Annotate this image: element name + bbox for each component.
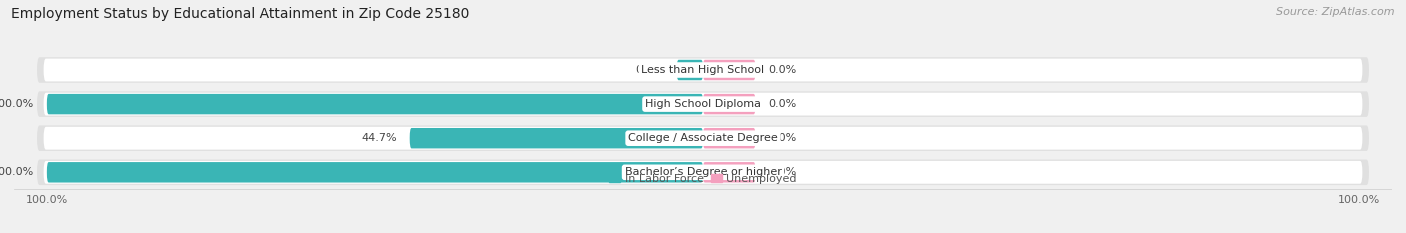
FancyBboxPatch shape [409,128,703,148]
FancyBboxPatch shape [703,162,755,182]
Text: 100.0%: 100.0% [0,99,34,109]
FancyBboxPatch shape [44,93,1362,116]
FancyBboxPatch shape [37,160,1369,185]
Text: 0.0%: 0.0% [769,65,797,75]
Text: 100.0%: 100.0% [0,167,34,177]
Text: 44.7%: 44.7% [361,133,396,143]
Text: Source: ZipAtlas.com: Source: ZipAtlas.com [1277,7,1395,17]
Text: 0.0%: 0.0% [636,65,664,75]
FancyBboxPatch shape [44,127,1362,150]
FancyBboxPatch shape [37,57,1369,83]
Text: Employment Status by Educational Attainment in Zip Code 25180: Employment Status by Educational Attainm… [11,7,470,21]
Text: 0.0%: 0.0% [769,133,797,143]
Text: 0.0%: 0.0% [769,99,797,109]
FancyBboxPatch shape [703,60,755,80]
Text: 0.0%: 0.0% [769,167,797,177]
FancyBboxPatch shape [37,91,1369,117]
FancyBboxPatch shape [44,58,1362,82]
FancyBboxPatch shape [676,60,703,80]
FancyBboxPatch shape [46,162,703,182]
FancyBboxPatch shape [46,94,703,114]
Legend: In Labor Force, Unemployed: In Labor Force, Unemployed [605,169,801,188]
Text: Bachelor’s Degree or higher: Bachelor’s Degree or higher [624,167,782,177]
Text: Less than High School: Less than High School [641,65,765,75]
Text: College / Associate Degree: College / Associate Degree [628,133,778,143]
FancyBboxPatch shape [44,161,1362,184]
Text: High School Diploma: High School Diploma [645,99,761,109]
FancyBboxPatch shape [37,125,1369,151]
FancyBboxPatch shape [703,128,755,148]
FancyBboxPatch shape [703,94,755,114]
